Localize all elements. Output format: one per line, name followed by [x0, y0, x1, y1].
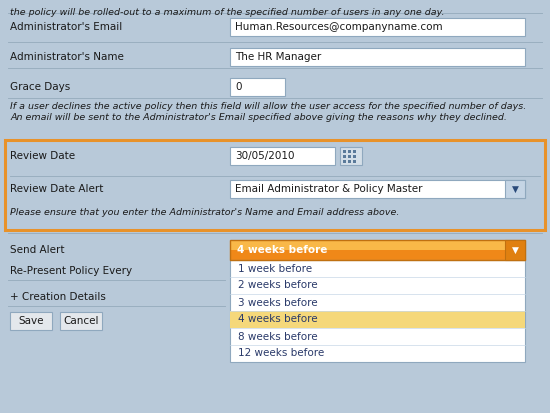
Text: Review Date: Review Date [10, 151, 75, 161]
Bar [353, 150, 356, 153]
Text: 12 weeks before: 12 weeks before [238, 349, 324, 358]
Bar [348, 150, 351, 153]
Text: Human.Resources@companyname.com: Human.Resources@companyname.com [235, 22, 443, 32]
Bar [230, 240, 525, 260]
Text: the policy will be rolled-out to a maximum of the specified number of users in a: the policy will be rolled-out to a maxim… [10, 8, 444, 17]
Bar [230, 240, 525, 250]
Text: Administrator's Email: Administrator's Email [10, 22, 122, 32]
Text: Email Administrator & Policy Master: Email Administrator & Policy Master [235, 184, 422, 194]
Bar [230, 250, 525, 260]
Text: Review Date Alert: Review Date Alert [10, 184, 103, 194]
Bar [353, 160, 356, 163]
Bar [230, 311, 525, 328]
Bar [505, 180, 525, 198]
Bar [505, 240, 525, 260]
Text: If a user declines the active policy then this field will allow the user access : If a user declines the active policy the… [10, 102, 526, 111]
Bar [230, 180, 525, 198]
Text: 8 weeks before: 8 weeks before [238, 332, 318, 342]
Text: Grace Days: Grace Days [10, 82, 70, 92]
Bar [340, 147, 362, 165]
Bar [348, 160, 351, 163]
Text: ▼: ▼ [512, 185, 519, 194]
Bar [230, 78, 285, 96]
Text: Send Alert: Send Alert [10, 245, 64, 255]
Text: 4 weeks before: 4 weeks before [238, 315, 318, 325]
Text: An email will be sent to the Administrator's Email specified above giving the re: An email will be sent to the Administrat… [10, 113, 507, 122]
Text: ▼: ▼ [512, 245, 519, 254]
Bar [343, 150, 346, 153]
Text: Re-Present Policy Every: Re-Present Policy Every [10, 266, 132, 276]
Bar [230, 147, 335, 165]
Text: 1 week before: 1 week before [238, 263, 312, 273]
Text: Cancel: Cancel [63, 316, 99, 326]
Bar [10, 312, 52, 330]
Bar [343, 155, 346, 158]
Text: Save: Save [18, 316, 44, 326]
Bar [5, 140, 545, 230]
Bar [230, 18, 525, 36]
Bar [60, 312, 102, 330]
Text: 30/05/2010: 30/05/2010 [235, 151, 294, 161]
Text: + Creation Details: + Creation Details [10, 292, 106, 302]
Text: 3 weeks before: 3 weeks before [238, 297, 318, 308]
Text: The HR Manager: The HR Manager [235, 52, 321, 62]
Text: 4 weeks before: 4 weeks before [237, 245, 327, 255]
Bar [348, 155, 351, 158]
Bar [230, 48, 525, 66]
Text: Administrator's Name: Administrator's Name [10, 52, 124, 62]
Text: Please ensure that you enter the Administrator's Name and Email address above.: Please ensure that you enter the Adminis… [10, 208, 399, 217]
Bar [353, 155, 356, 158]
Bar [230, 260, 525, 362]
Bar [343, 160, 346, 163]
Text: 2 weeks before: 2 weeks before [238, 280, 318, 290]
Text: 0: 0 [235, 82, 241, 92]
